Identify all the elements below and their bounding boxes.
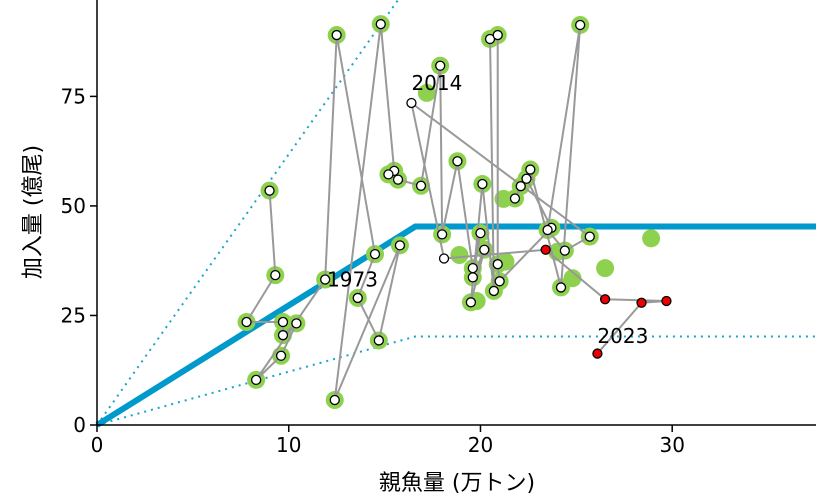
green-point [417,83,436,102]
trajectory-point [436,229,448,240]
lower-bound-line [96,335,816,426]
y-tick-label: 25 [61,303,86,327]
trajectory-point [584,231,595,242]
trajectory-point [477,178,488,190]
trajectory-point [479,244,490,255]
trajectory-point [515,181,526,192]
x-tick-label: 30 [659,433,684,457]
trajectory-point [373,335,384,346]
trajectory-point [394,240,406,251]
trajectory-point [320,274,331,285]
trajectory-point [467,272,478,283]
x-tick-label: 0 [91,433,104,457]
trajectory-point [264,185,275,196]
trajectory-point [415,180,427,191]
trajectory-point [521,173,532,184]
trajectory-point [331,29,342,41]
trajectory-point [435,60,446,71]
trajectory-point [465,297,477,308]
trajectory-point [406,97,417,109]
trajectory-point [241,316,252,328]
trajectory-point [375,18,386,30]
green-point [642,229,661,248]
trajectory-point [467,262,478,274]
trajectory-point [270,270,281,281]
upper-bound-line [96,0,399,426]
trajectory-point [559,245,570,256]
trajectory-point [575,19,586,31]
trajectory-point [488,285,500,297]
annotation-1973: 1973 [327,268,378,292]
y-tick-label: 75 [61,84,86,108]
annotation-2014: 2014 [411,71,462,95]
trajectory-point [525,164,536,175]
trajectory-point [555,282,567,293]
trajectory-point [509,193,521,204]
trajectory-point [392,174,404,185]
x-axis-label: 親魚量 (万トン) [379,471,535,496]
y-tick-label: 50 [61,194,86,218]
recent-point [599,294,611,305]
green-point [596,259,615,278]
trajectory-point [250,374,262,386]
y-tick-label: 0 [73,413,86,437]
trajectory-point [275,350,287,361]
plot-area: 1973 2014 2023 [95,0,816,428]
green-point [450,246,469,264]
trajectory-point [277,316,289,328]
trajectory-point [452,156,463,167]
trajectory-point [438,253,450,264]
trajectory-point [475,227,486,239]
trajectory-point [492,259,503,270]
recent-point [661,295,672,307]
trajectory-point [277,330,289,341]
trajectory-point [492,29,503,41]
trajectory-point [291,318,302,329]
recent-point [592,348,603,359]
x-tick-label: 10 [276,433,301,457]
trajectory-point [369,248,381,260]
trajectory-point [542,224,553,236]
axis-ticks: 0 10 20 30 0 25 50 75 [61,84,685,457]
recent-point [540,244,551,255]
hockey-stick-line [95,223,816,428]
x-tick-label: 20 [468,433,493,457]
annotation-2023: 2023 [597,324,648,348]
trajectory-point [329,394,340,406]
y-axis-label: 加入量 (億尾) [21,145,46,279]
trajectory-point [352,292,363,304]
trajectory-point [383,169,394,180]
trajectory-point [494,276,505,287]
recent-point [636,297,647,308]
